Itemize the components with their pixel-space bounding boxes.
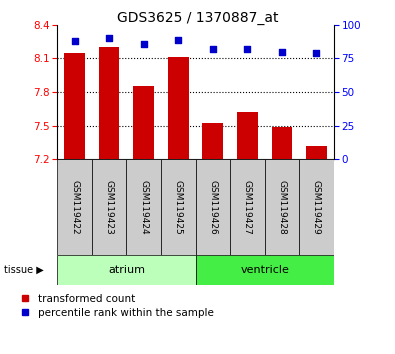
Point xyxy=(175,37,181,42)
Text: GSM119427: GSM119427 xyxy=(243,180,252,234)
Bar xyxy=(134,86,154,159)
Bar xyxy=(265,159,299,255)
Bar xyxy=(196,159,230,255)
Text: tissue ▶: tissue ▶ xyxy=(4,265,44,275)
Text: atrium: atrium xyxy=(108,265,145,275)
Bar xyxy=(126,159,161,255)
Text: GDS3625 / 1370887_at: GDS3625 / 1370887_at xyxy=(117,11,278,25)
Text: GSM119429: GSM119429 xyxy=(312,180,321,234)
Bar xyxy=(161,159,196,255)
Point xyxy=(210,46,216,52)
Bar xyxy=(57,159,92,255)
Point xyxy=(141,41,147,46)
Bar xyxy=(272,127,292,159)
Text: GSM119425: GSM119425 xyxy=(174,180,183,234)
Bar xyxy=(230,159,265,255)
Point xyxy=(106,35,112,41)
Bar xyxy=(306,146,327,159)
Text: GSM119423: GSM119423 xyxy=(105,180,114,234)
Text: GSM119424: GSM119424 xyxy=(139,180,148,234)
Legend: transformed count, percentile rank within the sample: transformed count, percentile rank withi… xyxy=(21,294,214,318)
Bar xyxy=(299,159,334,255)
Bar xyxy=(196,255,334,285)
Point xyxy=(313,50,320,56)
Bar xyxy=(57,255,196,285)
Text: GSM119428: GSM119428 xyxy=(277,180,286,234)
Point xyxy=(71,38,78,44)
Text: GSM119422: GSM119422 xyxy=(70,180,79,234)
Bar xyxy=(203,124,223,159)
Point xyxy=(279,49,285,55)
Bar xyxy=(168,57,189,159)
Bar xyxy=(92,159,126,255)
Point xyxy=(244,46,250,52)
Text: ventricle: ventricle xyxy=(240,265,289,275)
Bar xyxy=(237,112,258,159)
Bar xyxy=(99,47,120,159)
Bar xyxy=(64,53,85,159)
Text: GSM119426: GSM119426 xyxy=(208,180,217,234)
